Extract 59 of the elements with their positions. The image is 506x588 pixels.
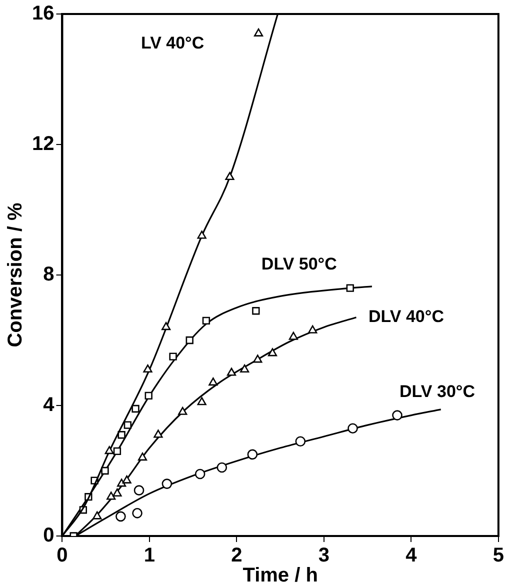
point [253, 354, 262, 363]
point [101, 466, 109, 475]
point [104, 446, 114, 454]
point [112, 488, 122, 496]
y-tick-label: 12 [32, 133, 54, 156]
point [288, 332, 298, 340]
point [162, 322, 171, 330]
point [138, 452, 148, 461]
point [154, 430, 163, 438]
x-tick-label: 2 [231, 544, 242, 567]
point [124, 421, 132, 429]
point [178, 406, 188, 415]
point [197, 230, 206, 239]
point [118, 431, 126, 439]
point [106, 492, 116, 500]
point [162, 478, 172, 489]
y-tick-label: 8 [43, 264, 54, 286]
point [186, 336, 194, 344]
series-label: DLV 40°C [368, 307, 444, 326]
y-axis-title: Conversion / % [4, 202, 27, 348]
x-tick-label: 4 [406, 544, 418, 567]
point [202, 316, 210, 325]
text: LV 40°C [140, 33, 204, 52]
point [348, 423, 358, 434]
point [143, 364, 152, 373]
point [226, 368, 236, 376]
point [216, 462, 228, 473]
point [117, 478, 126, 487]
point [113, 447, 122, 456]
point [225, 172, 234, 180]
point [295, 436, 306, 447]
y-tick-label: 4 [43, 394, 56, 416]
x-tick-label: 1 [144, 544, 156, 567]
point [197, 397, 206, 406]
y-tick-label: 0 [43, 524, 54, 547]
point [122, 475, 132, 484]
point [132, 404, 140, 413]
point [194, 468, 206, 480]
point [346, 284, 354, 292]
point [208, 378, 218, 386]
y-tick-label: 16 [32, 2, 54, 25]
point [92, 511, 102, 520]
point [268, 348, 278, 356]
point [132, 508, 142, 518]
series-label: DLV 50°C [261, 254, 337, 274]
point [254, 28, 264, 36]
point [252, 307, 260, 315]
point [247, 449, 258, 460]
point [240, 364, 250, 373]
x-tick-label: 3 [318, 544, 330, 567]
x-axis-title: Time / h [242, 564, 318, 587]
series-label: DLV 30°C [400, 382, 475, 401]
point [116, 511, 126, 522]
x-tick-label: 5 [492, 544, 504, 567]
point [308, 325, 318, 334]
point [169, 352, 177, 360]
point [392, 410, 402, 420]
point [134, 485, 144, 496]
point [144, 392, 152, 400]
